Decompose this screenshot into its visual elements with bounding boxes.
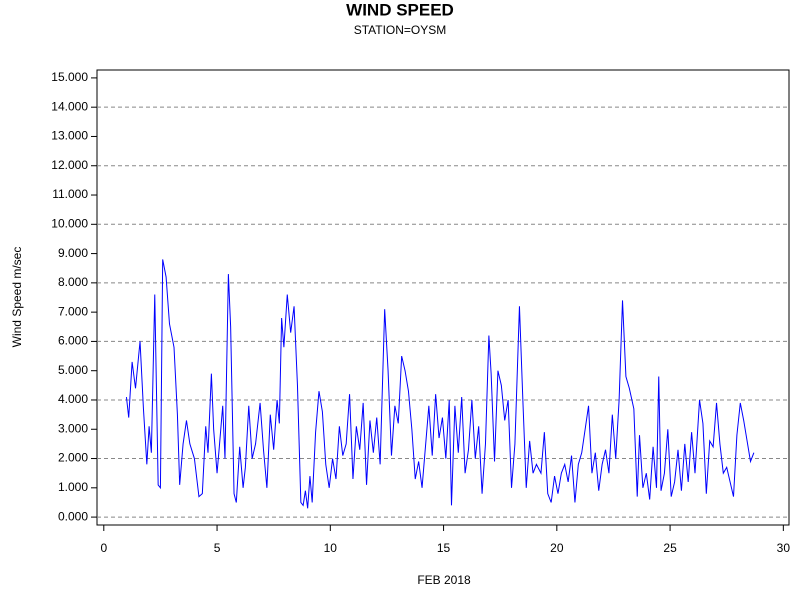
plot-frame — [96, 69, 790, 526]
y-tick-label: 13.000 — [51, 129, 88, 143]
x-tick-label: 0 — [100, 541, 107, 555]
y-tick-label: 6.000 — [58, 334, 88, 348]
y-tick-label: 15.000 — [51, 70, 88, 84]
chart-subtitle: STATION=OYSM — [354, 23, 447, 37]
y-axis-label: Wind Speed m/sec — [10, 247, 24, 348]
y-tick-label: 3.000 — [58, 421, 88, 435]
y-tick-label: 9.000 — [58, 246, 88, 260]
y-tick-label: 0.000 — [58, 509, 88, 523]
y-tick-label: 8.000 — [58, 275, 88, 289]
x-axis-label: FEB 2018 — [417, 573, 471, 587]
y-tick-label: 11.000 — [52, 187, 88, 201]
y-tick-label: 2.000 — [58, 451, 88, 465]
y-tick-label: 12.000 — [51, 158, 88, 172]
x-tick-label: 30 — [777, 541, 791, 555]
x-tick-label: 20 — [550, 541, 564, 555]
x-tick-label: 25 — [663, 541, 677, 555]
data-line — [125, 259, 755, 509]
y-tick-label: 5.000 — [58, 363, 88, 377]
y-tick-label: 1.000 — [58, 480, 88, 494]
x-tick-label: 10 — [324, 541, 338, 555]
y-tick-label: 14.000 — [51, 99, 88, 113]
x-tick-label: 5 — [214, 541, 221, 555]
x-tick-label: 15 — [437, 541, 451, 555]
y-tick-label: 4.000 — [58, 392, 88, 406]
y-tick-label: 10.000 — [51, 216, 88, 230]
y-tick-label: 7.000 — [58, 304, 88, 318]
chart-title: WIND SPEED — [346, 0, 454, 19]
